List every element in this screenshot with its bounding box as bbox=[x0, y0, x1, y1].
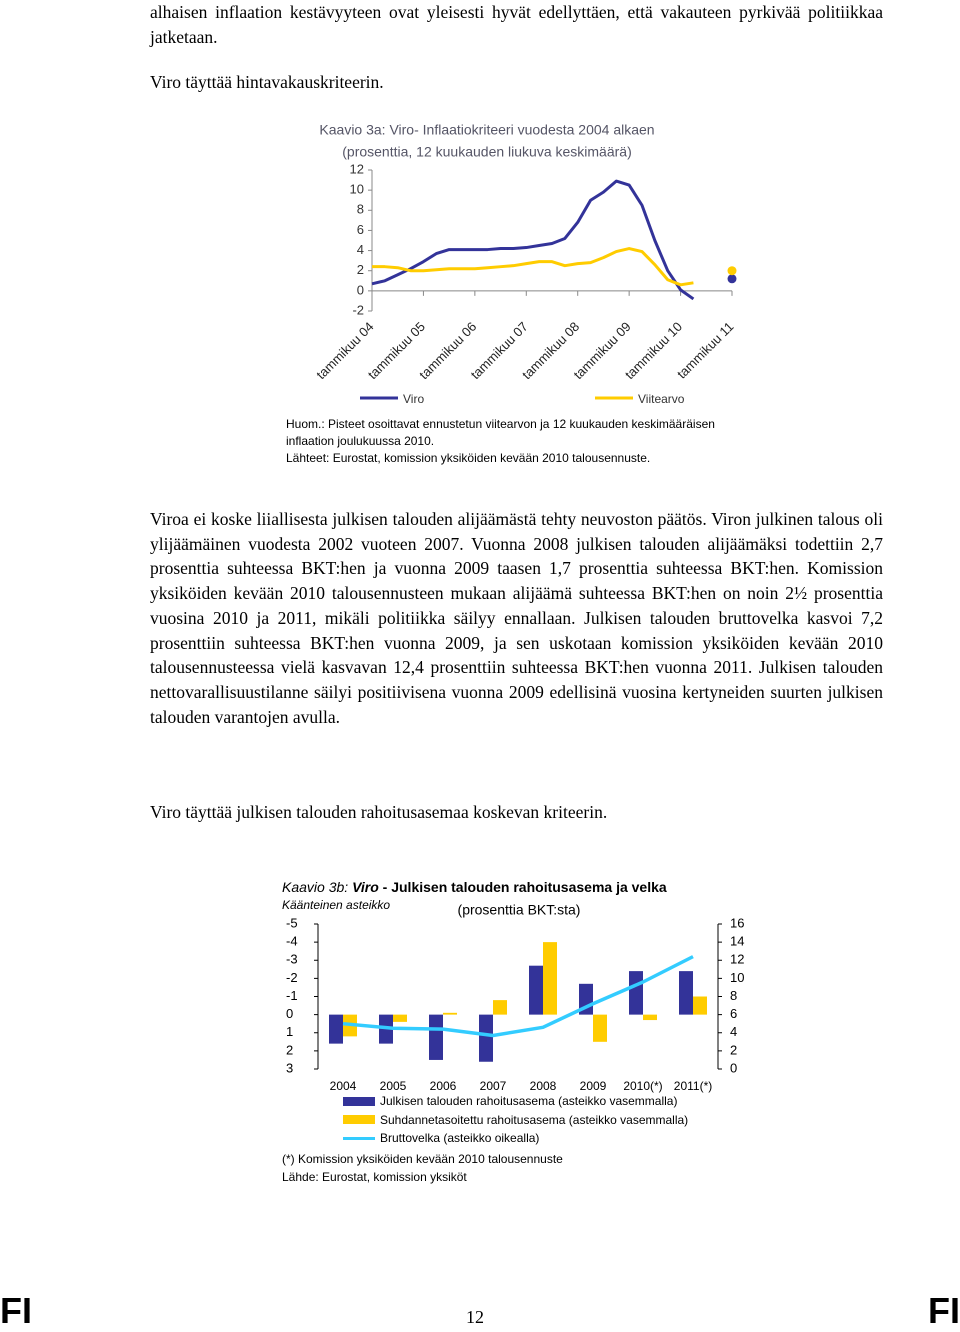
bar bbox=[693, 996, 707, 1015]
y-tick-label: -5 bbox=[286, 915, 298, 930]
bar bbox=[529, 965, 543, 1015]
note: Lähteet: Eurostat, komission yksiköiden … bbox=[286, 451, 651, 465]
y2-tick-label: 6 bbox=[730, 1006, 737, 1021]
legend-label: Bruttovelka (asteikko oikealla) bbox=[380, 1131, 540, 1146]
y2-tick-label: 4 bbox=[730, 1024, 737, 1039]
chart-title: Kaavio 3a: Viro- Inflaatiokriteeri vuode… bbox=[319, 122, 654, 138]
legend-swatch bbox=[343, 1096, 375, 1106]
paragraph: Viro täyttää julkisen talouden rahoitusa… bbox=[150, 802, 608, 822]
y-tick-label: 1 bbox=[286, 1024, 293, 1039]
y-tick-label: 4 bbox=[357, 242, 364, 257]
y-tick-label: 12 bbox=[350, 161, 364, 176]
y2-tick-label: 14 bbox=[730, 934, 744, 949]
legend-item: Julkisen talouden rahoitusasema (asteikk… bbox=[343, 1092, 688, 1111]
y-tick-label: 2 bbox=[357, 262, 364, 277]
bar bbox=[429, 1014, 443, 1060]
legend-label: Suhdannetasoitettu rahoitusasema (asteik… bbox=[380, 1112, 689, 1127]
title-part: Kaavio 3b: bbox=[282, 879, 348, 895]
x-tick-label: 2005 bbox=[380, 1079, 407, 1093]
y-tick-label: 10 bbox=[350, 182, 364, 197]
y-tick-label: -1 bbox=[286, 988, 298, 1003]
bar bbox=[679, 971, 693, 1015]
chart: Kaavio 3b: Viro - Julkisen talouden raho… bbox=[282, 879, 744, 1093]
y-tick-label: 2 bbox=[286, 1042, 293, 1057]
bar bbox=[493, 1000, 507, 1015]
legend-label: Julkisen talouden rahoitusasema (asteikk… bbox=[380, 1094, 678, 1109]
y2-tick-label: 12 bbox=[730, 952, 744, 967]
bar bbox=[629, 971, 643, 1015]
legend-swatch bbox=[343, 1115, 375, 1125]
legend-label: Viro bbox=[403, 392, 424, 406]
bar bbox=[593, 1014, 607, 1042]
x-tick-label: 2007 bbox=[480, 1079, 507, 1093]
y-tick-label: -3 bbox=[286, 952, 298, 967]
bar bbox=[643, 1014, 657, 1021]
bar bbox=[393, 1014, 407, 1022]
x-tick-label: 2010(*) bbox=[623, 1079, 662, 1093]
y2-tick-label: 8 bbox=[730, 988, 737, 1003]
y2-tick-label: 16 bbox=[730, 915, 744, 930]
chart-subtitle: (prosenttia BKT:sta) bbox=[458, 902, 581, 918]
chart-subtitle: (prosenttia, 12 kuukauden liukuva keskim… bbox=[342, 144, 632, 160]
y2-tick-label: 0 bbox=[730, 1060, 737, 1075]
axis-label: Käänteinen asteikko bbox=[282, 898, 390, 912]
x-tick-label: 2009 bbox=[580, 1079, 607, 1093]
y-tick-label: 0 bbox=[286, 1006, 293, 1021]
y2-tick-label: 10 bbox=[730, 970, 744, 985]
footer: FI bbox=[928, 1290, 960, 1331]
bar bbox=[443, 1012, 457, 1015]
series-line bbox=[371, 179, 695, 301]
note: Huom.: Pisteet osoittavat ennustetun vii… bbox=[286, 417, 715, 448]
note: (*) Komission yksiköiden kevään 2010 tal… bbox=[282, 1152, 563, 1166]
page-number: 12 bbox=[466, 1307, 484, 1327]
series-line bbox=[372, 247, 694, 287]
x-tick-label: 2004 bbox=[330, 1079, 357, 1093]
legend-label: Viitearvo bbox=[638, 392, 685, 406]
legend-item: Bruttovelka (asteikko oikealla) bbox=[343, 1129, 688, 1148]
paragraph: alhaisen inflaation kestävyyteen ovat yl… bbox=[150, 2, 883, 47]
y-tick-label: 6 bbox=[357, 222, 364, 237]
y-tick-label: -2 bbox=[286, 970, 298, 985]
y-tick-label: -4 bbox=[286, 934, 298, 949]
chart-title: Kaavio 3b: Viro - Julkisen talouden raho… bbox=[282, 879, 667, 895]
note: Lähde: Eurostat, komission yksiköt bbox=[282, 1170, 467, 1184]
legend-swatch bbox=[343, 1136, 375, 1140]
bar bbox=[329, 1014, 343, 1044]
forecast-point bbox=[727, 266, 737, 276]
bar bbox=[479, 1014, 493, 1062]
paragraph: Viroa ei koske liiallisesta julkisen tal… bbox=[150, 509, 883, 727]
y-tick-label: 8 bbox=[357, 202, 364, 217]
x-tick-label: 2008 bbox=[530, 1079, 557, 1093]
x-tick-label: 2006 bbox=[430, 1079, 457, 1093]
legend: Julkisen talouden rahoitusasema (asteikk… bbox=[343, 1092, 688, 1148]
y-tick-label: -2 bbox=[352, 302, 364, 317]
x-tick-label: 2011(*) bbox=[674, 1079, 712, 1093]
title-part: Viro bbox=[352, 879, 379, 895]
y-tick-label: 0 bbox=[357, 282, 364, 297]
y-tick-label: 3 bbox=[286, 1060, 293, 1075]
footer: FI bbox=[0, 1290, 32, 1331]
legend-item: Suhdannetasoitettu rahoitusasema (asteik… bbox=[343, 1111, 688, 1130]
title-part: - Julkisen talouden rahoitusasema ja vel… bbox=[383, 879, 667, 895]
paragraph: Viro täyttää hintavakauskriteerin. bbox=[150, 72, 384, 92]
y2-tick-label: 2 bbox=[730, 1042, 737, 1057]
forecast-point bbox=[727, 274, 737, 284]
bar bbox=[543, 942, 557, 1015]
series-line bbox=[342, 955, 694, 1038]
chart: Kaavio 3a: Viro- Inflaatiokriteeri vuode… bbox=[313, 122, 737, 406]
